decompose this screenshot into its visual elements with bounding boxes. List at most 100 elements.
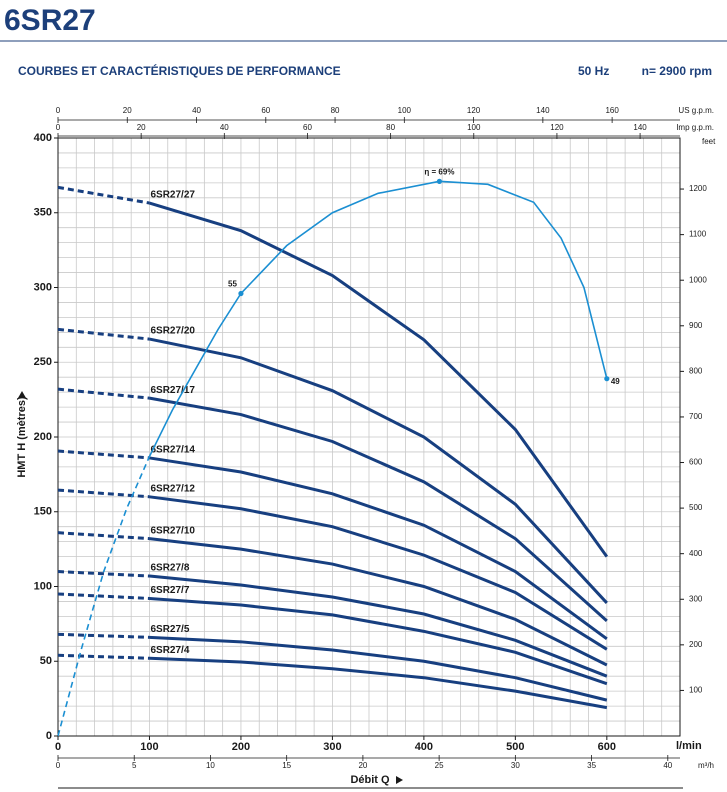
secondary-x-tick-label: 40 (220, 123, 229, 132)
secondary-x-tick-label: 140 (536, 106, 550, 115)
series-label: 6SR27/17 (150, 385, 195, 396)
secondary-x-tick-label: 100 (467, 123, 481, 132)
efficiency-point (604, 376, 610, 382)
efficiency-curve (57, 456, 151, 737)
y-tick-label: 0 (46, 730, 52, 742)
head-curve (149, 574, 608, 678)
head-curve (149, 495, 608, 651)
head-curve (57, 387, 150, 400)
secondary-x-tick-label: 80 (386, 123, 395, 132)
x-tick-label: 400 (415, 741, 433, 753)
head-curve (57, 327, 150, 341)
head-curve (149, 396, 608, 623)
y2-tick-label: 100 (689, 686, 703, 695)
secondary-x-unit: Imp g.p.m. (676, 123, 714, 132)
y-tick-label: 100 (34, 580, 52, 592)
head-curve (57, 449, 150, 460)
secondary-x-tick-label: 20 (358, 761, 367, 770)
plot: 6SR27/27 6SR27/20 6SR27/17 6SR27/14 6SR27/12… (57, 167, 620, 737)
head-curve (149, 596, 608, 686)
series-label: 6SR27/4 (150, 645, 189, 656)
y-tick-label: 350 (34, 207, 52, 219)
secondary-x-tick-label: 60 (303, 123, 312, 132)
series-label: 6SR27/20 (150, 326, 195, 337)
secondary-x-tick-label: 5 (132, 761, 137, 770)
x-tick-label: 200 (232, 741, 250, 753)
y2-tick-label: 700 (689, 412, 703, 421)
series-label: 6SR27/8 (150, 563, 189, 574)
y-tick-label: 150 (34, 506, 52, 518)
head-curve (57, 632, 150, 639)
secondary-x-tick-label: 20 (137, 123, 146, 132)
series-label: 6SR27/10 (150, 525, 195, 536)
series-label: 6SR27/7 (150, 585, 189, 596)
speed: n= 2900 rpm (642, 64, 712, 78)
y-axis-arrow (18, 391, 26, 398)
y-tick-label: 50 (40, 655, 52, 667)
series-label: 6SR27/14 (150, 445, 195, 456)
x-tick-label: 0 (55, 741, 61, 753)
head-curve (57, 185, 150, 205)
efficiency-point (238, 290, 244, 297)
x-tick-label: 500 (506, 741, 524, 753)
efficiency-label: 49 (611, 377, 620, 386)
y2-tick-label: 300 (689, 594, 703, 603)
y2-tick-label: 800 (689, 366, 703, 375)
secondary-x-tick-label: 100 (398, 106, 412, 115)
secondary-x-tick-label: 60 (261, 106, 270, 115)
secondary-x-tick-label: 120 (550, 123, 564, 132)
secondary-x-tick-label: 25 (435, 761, 444, 770)
secondary-x-tick-label: 15 (282, 761, 291, 770)
secondary-x-tick-label: 160 (605, 106, 619, 115)
frequency: 50 Hz (578, 64, 609, 78)
y2-tick-label: 200 (689, 640, 703, 649)
head-curve (57, 531, 150, 541)
y2-tick-label: 400 (689, 549, 703, 558)
efficiency-point (436, 178, 443, 184)
y2-tick-label: 1100 (689, 230, 707, 239)
y2-tick-label: 600 (689, 458, 703, 467)
secondary-x-tick-label: 80 (331, 106, 340, 115)
x-tick-label: 100 (140, 741, 158, 753)
y-axis-label: HMT H (mètres) (16, 396, 28, 478)
x-tick-label: 600 (598, 741, 616, 753)
chart-title: 6SR27 (4, 4, 96, 37)
y-tick-label: 400 (34, 132, 52, 144)
head-curve (149, 656, 608, 710)
head-curve (149, 456, 608, 641)
series-label: 6SR27/27 (150, 190, 195, 201)
head-curve (149, 201, 609, 558)
y2-tick-label: 500 (689, 503, 703, 512)
secondary-x-unit: US g.p.m. (678, 106, 714, 115)
efficiency-label: η = 69% (424, 167, 454, 176)
secondary-x-tick-label: 120 (467, 106, 481, 115)
y-tick-label: 250 (34, 356, 52, 368)
y-tick-label: 300 (34, 281, 52, 293)
efficiency-curve (148, 180, 608, 457)
grid (57, 137, 681, 737)
secondary-x-tick-label: 20 (123, 106, 132, 115)
secondary-x-tick-label: 30 (511, 761, 520, 770)
efficiency-label: 55 (228, 280, 237, 289)
head-curve (149, 337, 608, 604)
chart-subtitle: COURBES ET CARACTÉRISTIQUES DE PERFORMAN… (18, 63, 341, 78)
secondary-x-tick-label: 0 (56, 761, 61, 770)
secondary-x-tick-label: 0 (56, 123, 61, 132)
y2-tick-label: 1000 (689, 275, 707, 284)
y2-tick-label: 1200 (689, 184, 707, 193)
head-curve (57, 488, 150, 499)
head-curve (57, 570, 150, 578)
secondary-x-tick-label: 0 (56, 106, 61, 115)
y2-unit: feet (702, 137, 716, 146)
head-curve (57, 592, 150, 600)
head-curve (149, 635, 608, 702)
secondary-x-tick-label: 40 (192, 106, 201, 115)
head-curve (149, 537, 608, 667)
series-label: 6SR27/5 (150, 624, 189, 635)
head-curve (57, 653, 150, 660)
secondary-x-tick-label: 140 (633, 123, 647, 132)
x-axis-arrow (396, 776, 403, 784)
secondary-x-tick-label: 10 (206, 761, 215, 770)
y-tick-label: 200 (34, 431, 52, 443)
